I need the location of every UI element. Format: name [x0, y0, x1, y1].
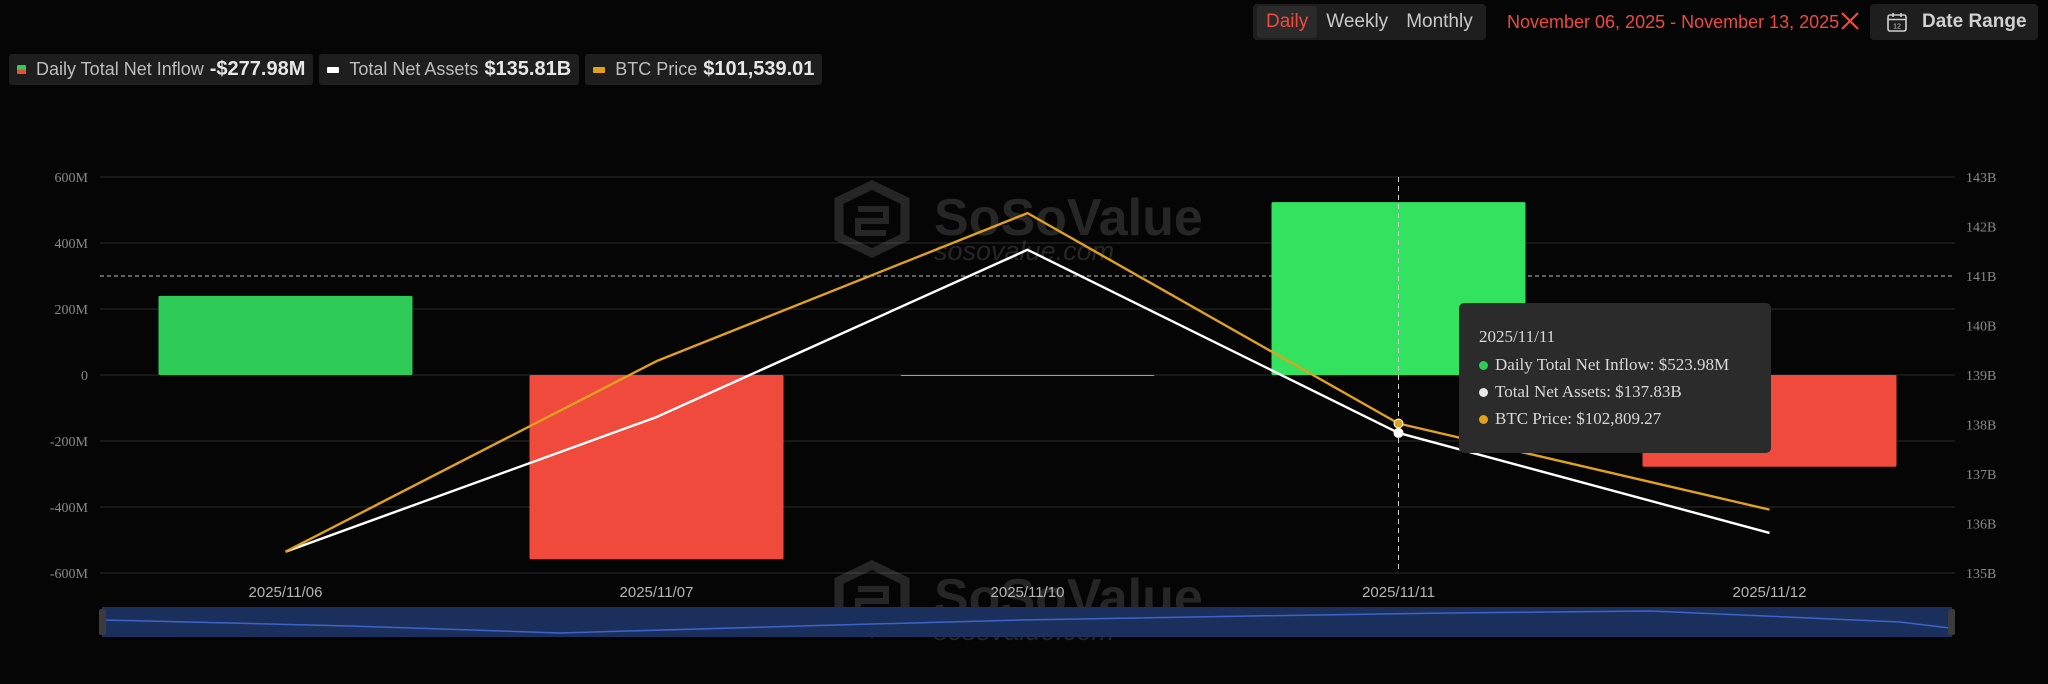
period-weekly-button[interactable]: Weekly	[1326, 11, 1389, 32]
calendar-icon: 12	[1887, 13, 1907, 32]
tooltip-row-net-inflow: Daily Total Net Inflow: $523.98M	[1479, 355, 1729, 375]
zoom-track	[102, 607, 1952, 637]
period-monthly-button[interactable]: Monthly	[1406, 11, 1473, 32]
chart-tooltip: 2025/11/11 Daily Total Net Inflow: $523.…	[1459, 303, 1771, 453]
legend-net-assets-value: $135.81B	[484, 58, 572, 80]
watermark-hex-icon	[834, 179, 910, 259]
clear-date-close-icon[interactable]	[1838, 9, 1862, 33]
x-tick-label: 2025/11/12	[1733, 584, 1807, 601]
bar-net-inflow	[158, 295, 413, 375]
y-right-tick-label: 139B	[1966, 369, 1996, 384]
legend-btc-price-name: BTC Price	[615, 59, 698, 79]
y-right-tick-label: 141B	[1966, 270, 1996, 285]
legend-btc-price[interactable]: BTC Price $101,539.01	[585, 54, 823, 85]
date-range-button[interactable]: 12 Date Range	[1870, 4, 2038, 40]
legend-btc-price-value: $101,539.01	[703, 58, 815, 80]
marker-total-net-assets	[1393, 427, 1404, 438]
net-assets-swatch	[327, 66, 340, 73]
y-right-tick-label: 138B	[1966, 419, 1996, 434]
x-tick-label: 2025/11/06	[249, 584, 323, 601]
net-inflow-swatch	[17, 65, 26, 74]
y-right-tick-label: 143B	[1966, 171, 1996, 186]
line-total-net-assets	[285, 248, 1770, 553]
tooltip-dot-btc-price	[1479, 414, 1488, 424]
btc-price-swatch	[593, 66, 606, 73]
tooltip-row-net-assets: Total Net Assets: $137.83B	[1479, 382, 1682, 402]
date-range-label: Date Range	[1922, 11, 2027, 32]
y-right-tick-label: 136B	[1966, 518, 1996, 533]
legend-total-net-assets[interactable]: Total Net Assets $135.81B	[319, 54, 580, 85]
legend-net-assets-name: Total Net Assets	[349, 59, 479, 79]
tooltip-date: 2025/11/11	[1479, 327, 1556, 346]
y-left-tick-label: 200M	[55, 303, 89, 318]
y-left-tick-label: 600M	[55, 171, 89, 186]
watermark-s-icon	[855, 206, 889, 236]
bar-net-inflow	[900, 375, 1155, 376]
legend-net-inflow[interactable]: Daily Total Net Inflow -$277.98M	[9, 54, 314, 85]
y-left-tick-label: 400M	[55, 237, 89, 252]
zoom-preview-line	[103, 610, 1951, 634]
y-left-tick-label: -600M	[50, 567, 89, 582]
y-right-tick-label: 135B	[1966, 567, 1996, 582]
zoom-handle-left	[99, 609, 106, 635]
axes: 600M 400M 200M 0 -200M -400M -600M 143B 142B 141B…	[50, 171, 1996, 601]
chart-legend: Daily Total Net Inflow -$277.98M Total N…	[9, 54, 823, 85]
marker-btc-price	[1393, 418, 1404, 429]
x-tick-label: 2025/11/11	[1362, 584, 1435, 601]
tooltip-net-assets-text: Total Net Assets: $137.83B	[1495, 382, 1682, 401]
tooltip-row-btc-price: BTC Price: $102,809.27	[1479, 409, 1661, 429]
y-right-tick-label: 142B	[1966, 221, 1996, 236]
zoom-handle-right	[1948, 609, 1955, 635]
zoom-slider[interactable]	[99, 607, 1955, 637]
tooltip-dot-net-inflow	[1479, 360, 1488, 370]
period-selector: Daily Weekly Monthly	[1253, 4, 1486, 40]
period-daily-button[interactable]: Daily	[1257, 6, 1318, 38]
watermark: SoSoValuesosovalue.comSoSoValuesosovalue…	[834, 179, 1203, 646]
bar-net-inflow	[529, 375, 784, 560]
svg-text:12: 12	[1893, 24, 1901, 31]
y-left-tick-label: -400M	[50, 501, 89, 516]
legend-net-inflow-name: Daily Total Net Inflow	[36, 59, 204, 79]
y-right-tick-label: 137B	[1966, 468, 1996, 483]
tooltip-btc-price-text: BTC Price: $102,809.27	[1495, 409, 1662, 428]
y-left-tick-label: -200M	[50, 435, 89, 450]
y-right-tick-label: 140B	[1966, 320, 1996, 335]
x-tick-label: 2025/11/07	[620, 584, 694, 601]
x-tick-label: 2025/11/10	[991, 584, 1065, 601]
legend-net-inflow-value: -$277.98M	[209, 58, 306, 80]
tooltip-net-inflow-text: Daily Total Net Inflow: $523.98M	[1495, 355, 1730, 374]
selected-date-range: November 06, 2025 - November 13, 2025	[1507, 12, 1840, 32]
y-left-tick-label: 0	[81, 369, 88, 384]
tooltip-dot-net-assets	[1479, 387, 1488, 397]
